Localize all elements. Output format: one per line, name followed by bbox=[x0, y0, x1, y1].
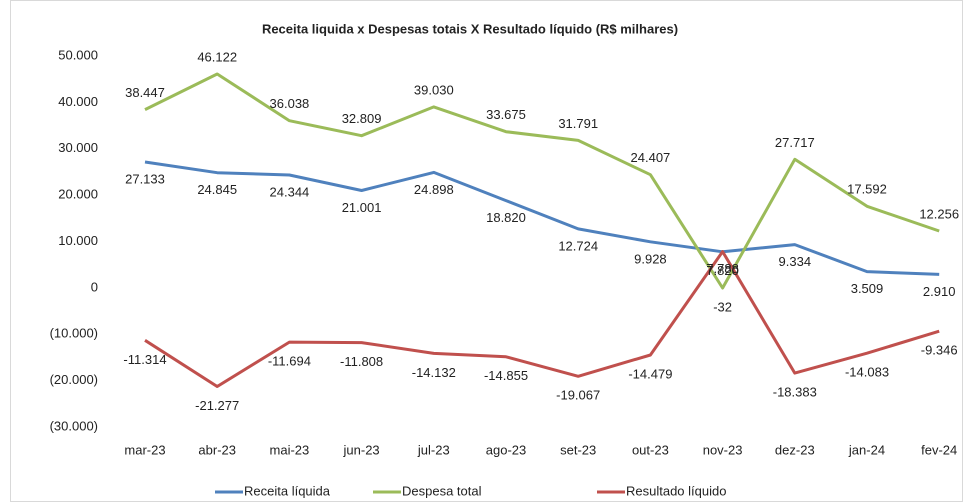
data-label: 24.845 bbox=[197, 182, 237, 197]
data-label: -21.277 bbox=[195, 398, 239, 413]
line bbox=[144, 160, 940, 276]
data-label: 24.898 bbox=[414, 182, 454, 197]
data-label: -9.346 bbox=[921, 343, 958, 358]
y-tick-label: (30.000) bbox=[50, 418, 98, 433]
y-tick-label: 40.000 bbox=[58, 94, 98, 109]
chart-title: Receita liquida x Despesas totais X Resu… bbox=[262, 21, 678, 36]
line bbox=[144, 250, 940, 388]
x-tick-label: mar-23 bbox=[124, 442, 165, 457]
legend-label: Resultado líquido bbox=[626, 483, 726, 498]
y-tick-label: (10.000) bbox=[50, 326, 98, 341]
data-label: 36.038 bbox=[270, 96, 310, 111]
x-tick-label: abr-23 bbox=[198, 442, 236, 457]
data-label: 27.133 bbox=[125, 171, 165, 186]
x-tick-label: jan-24 bbox=[848, 442, 885, 457]
y-tick-label: (20.000) bbox=[50, 372, 98, 387]
x-tick-label: fev-24 bbox=[921, 442, 957, 457]
x-tick-label: nov-23 bbox=[703, 442, 743, 457]
data-label: 9.928 bbox=[634, 251, 667, 266]
data-label: -19.067 bbox=[556, 388, 600, 403]
legend-label: Receita líquida bbox=[244, 483, 331, 498]
x-tick-label: dez-23 bbox=[775, 442, 815, 457]
y-tick-label: 0 bbox=[91, 279, 98, 294]
x-tick-label: out-23 bbox=[632, 442, 669, 457]
data-label: -14.083 bbox=[845, 365, 889, 380]
data-label: -11.694 bbox=[268, 354, 311, 369]
legend-label: Despesa total bbox=[402, 483, 482, 498]
data-label: 9.334 bbox=[779, 254, 812, 269]
data-label: 21.001 bbox=[342, 200, 382, 215]
y-tick-label: 30.000 bbox=[58, 140, 98, 155]
data-label: -11.314 bbox=[123, 352, 166, 367]
data-label: 27.717 bbox=[775, 135, 815, 150]
y-tick-label: 20.000 bbox=[58, 187, 98, 202]
y-tick-label: 10.000 bbox=[58, 233, 98, 248]
data-label: 18.820 bbox=[486, 210, 526, 225]
line bbox=[144, 72, 940, 290]
data-label: 39.030 bbox=[414, 82, 454, 97]
data-label: -14.479 bbox=[628, 366, 672, 381]
data-label: 7.820 bbox=[706, 263, 739, 278]
data-label: 33.675 bbox=[486, 107, 526, 122]
x-tick-label: mai-23 bbox=[270, 442, 310, 457]
data-label: -11.808 bbox=[340, 354, 383, 369]
data-label: 7.788 bbox=[706, 261, 739, 276]
data-label: 46.122 bbox=[197, 49, 237, 64]
y-tick-label: 50.000 bbox=[58, 47, 98, 62]
data-label: 32.809 bbox=[342, 111, 382, 126]
data-label: 24.407 bbox=[631, 150, 671, 165]
x-tick-label: ago-23 bbox=[486, 442, 526, 457]
data-label: 17.592 bbox=[847, 182, 887, 197]
x-tick-label: jul-23 bbox=[417, 442, 450, 457]
data-label: 12.256 bbox=[919, 206, 959, 221]
data-label: 2.910 bbox=[923, 284, 956, 299]
x-tick-label: set-23 bbox=[560, 442, 596, 457]
data-label: -18.383 bbox=[773, 385, 817, 400]
data-label: -14.132 bbox=[412, 365, 456, 380]
x-tick-label: jun-23 bbox=[343, 442, 380, 457]
data-label: 31.791 bbox=[558, 116, 598, 131]
data-label: 3.509 bbox=[851, 281, 884, 296]
data-label: -32 bbox=[713, 299, 732, 314]
data-label: 12.724 bbox=[558, 238, 598, 253]
data-label: 38.447 bbox=[125, 85, 165, 100]
chart-border bbox=[10, 0, 963, 502]
data-label: -14.855 bbox=[484, 368, 528, 383]
data-label: 24.344 bbox=[270, 184, 310, 199]
